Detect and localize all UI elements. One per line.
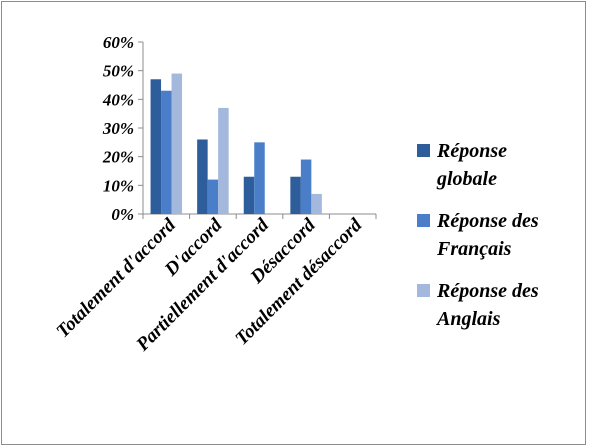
y-tick-label: 40% xyxy=(102,90,134,109)
y-tick-label: 10% xyxy=(103,176,134,195)
y-tick-label: 50% xyxy=(103,62,134,81)
y-tick-label: 30% xyxy=(102,119,134,138)
bar xyxy=(197,139,208,214)
legend-swatch xyxy=(417,214,430,227)
y-tick-labels: 0% 10% 20% 30% 40% 50% 60% xyxy=(102,33,134,224)
legend-label: Réponse des Français xyxy=(436,210,539,260)
legend-label: Réponse des Anglais xyxy=(435,280,539,330)
legend-label: Réponse globale xyxy=(436,140,507,190)
legend-swatch xyxy=(417,144,430,157)
category-labels: Totalement d'accordD'accordPartiellement… xyxy=(52,214,366,356)
bar xyxy=(150,79,162,215)
bar xyxy=(243,176,255,214)
bar xyxy=(171,73,183,215)
y-tick-label: 60% xyxy=(103,33,134,52)
bar xyxy=(207,179,219,214)
legend-swatch xyxy=(417,284,430,297)
bar xyxy=(161,90,172,214)
bar xyxy=(290,176,301,214)
y-tick-label: 20% xyxy=(102,148,134,167)
bar xyxy=(311,193,322,214)
bars xyxy=(150,73,322,215)
bar xyxy=(254,142,265,214)
bar xyxy=(300,159,312,214)
bar xyxy=(218,107,229,214)
y-tick-label: 0% xyxy=(111,205,134,224)
legend: Réponse globale Réponse des Français Réponse… xyxy=(417,140,539,330)
